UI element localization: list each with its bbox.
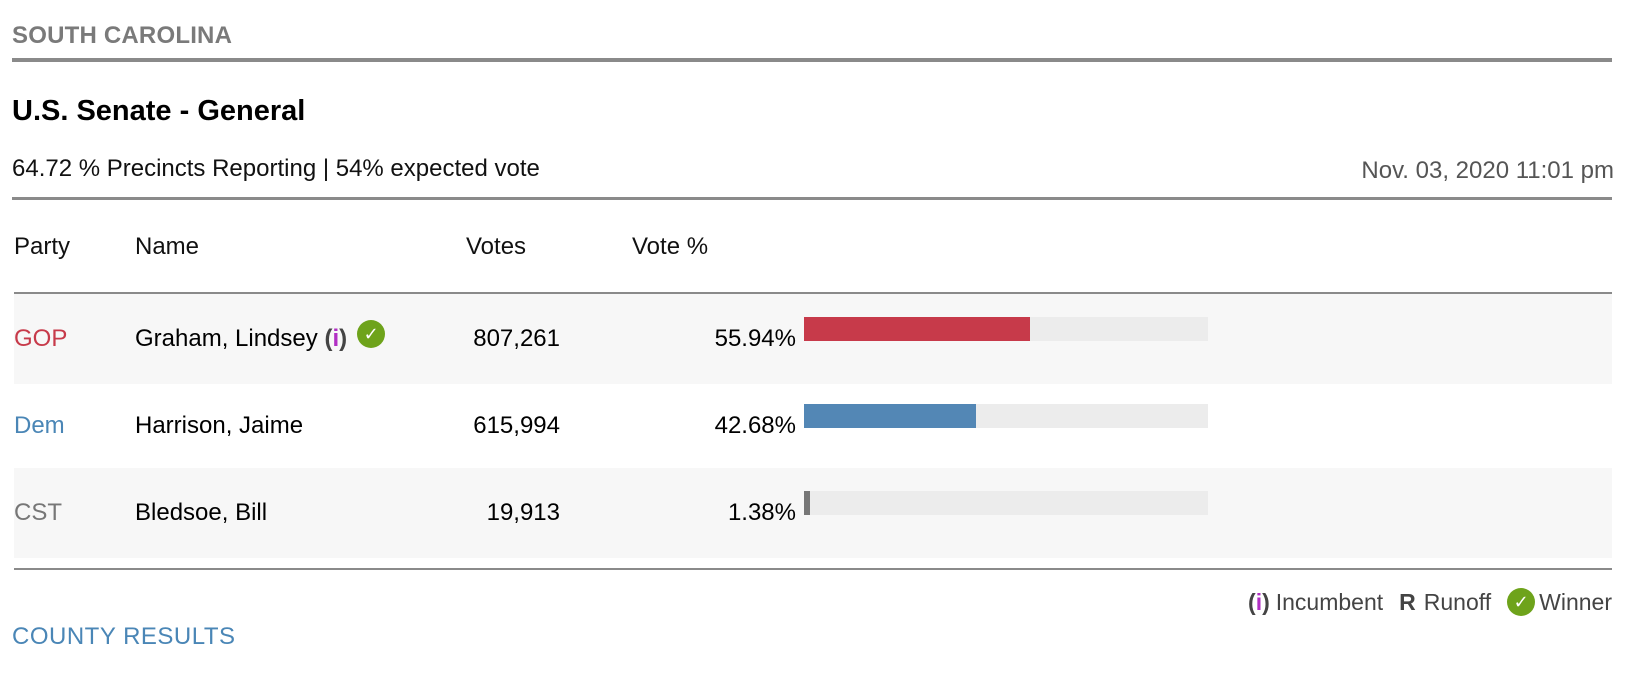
table-row: GOP Graham, Lindsey (i) ✓ 807,261 55.94% bbox=[14, 294, 1612, 384]
vote-count: 19,913 bbox=[486, 499, 560, 526]
vote-bar-fill bbox=[804, 491, 810, 515]
header-divider bbox=[14, 292, 1612, 294]
candidate-name-text: Bledsoe, Bill bbox=[135, 499, 268, 526]
candidate-name: Harrison, Jaime bbox=[135, 381, 303, 471]
vote-percent: 1.38% bbox=[727, 499, 796, 526]
legend-incumbent: (i) Incumbent bbox=[1248, 589, 1383, 616]
vote-bar-fill bbox=[804, 317, 1030, 341]
legend-winner-label: Winner bbox=[1539, 588, 1612, 615]
table-row: CST Bledsoe, Bill 19,913 1.38% bbox=[14, 468, 1612, 558]
vote-bar-fill bbox=[804, 404, 976, 428]
legend-runoff-label: Runoff bbox=[1423, 588, 1492, 615]
precincts-reporting: 64.72 % Precincts Reporting | 54% expect… bbox=[12, 155, 540, 182]
legend: (i) Incumbent R Runoff ✓ Winner bbox=[1248, 588, 1612, 616]
results-timestamp: Nov. 03, 2020 11:01 pm bbox=[1361, 157, 1614, 184]
candidate-name-text: Graham, Lindsey bbox=[135, 325, 318, 352]
table-bottom-divider bbox=[14, 568, 1612, 570]
header-name: Name bbox=[135, 233, 200, 260]
state-divider bbox=[12, 58, 1612, 62]
party-label: CST bbox=[14, 499, 62, 526]
incumbent-marker: (i) bbox=[324, 325, 348, 352]
legend-incumbent-label: Incumbent bbox=[1275, 588, 1384, 615]
vote-bar-track bbox=[804, 317, 1208, 341]
legend-winner: ✓ Winner bbox=[1507, 588, 1612, 616]
vote-count: 615,994 bbox=[473, 412, 560, 439]
incumbent-icon: (i) bbox=[1248, 588, 1270, 615]
runoff-icon: R bbox=[1399, 588, 1416, 615]
table-row: Dem Harrison, Jaime 615,994 42.68% bbox=[14, 381, 1612, 471]
vote-percent: 55.94% bbox=[714, 325, 796, 352]
party-label: Dem bbox=[14, 412, 65, 439]
candidate-name-text: Harrison, Jaime bbox=[135, 412, 304, 439]
header-votes: Votes bbox=[466, 233, 527, 260]
race-divider bbox=[12, 197, 1612, 200]
candidate-name: Graham, Lindsey (i) ✓ bbox=[135, 294, 386, 384]
county-results-link[interactable]: COUNTY RESULTS bbox=[12, 623, 236, 650]
legend-runoff: R Runoff bbox=[1399, 589, 1491, 616]
incumbent-icon: i bbox=[332, 325, 340, 352]
vote-percent: 42.68% bbox=[714, 412, 796, 439]
vote-bar-track bbox=[804, 491, 1208, 515]
header-party: Party bbox=[14, 233, 71, 260]
race-title: U.S. Senate - General bbox=[12, 95, 306, 127]
party-label: GOP bbox=[14, 325, 68, 352]
candidate-name: Bledsoe, Bill bbox=[135, 468, 267, 558]
vote-count: 807,261 bbox=[473, 325, 560, 352]
vote-bar-track bbox=[804, 404, 1208, 428]
winner-check-icon: ✓ bbox=[1507, 588, 1536, 616]
winner-check-icon: ✓ bbox=[357, 319, 386, 348]
state-heading: SOUTH CAROLINA bbox=[12, 22, 233, 49]
header-vote-pct: Vote % bbox=[632, 233, 709, 260]
